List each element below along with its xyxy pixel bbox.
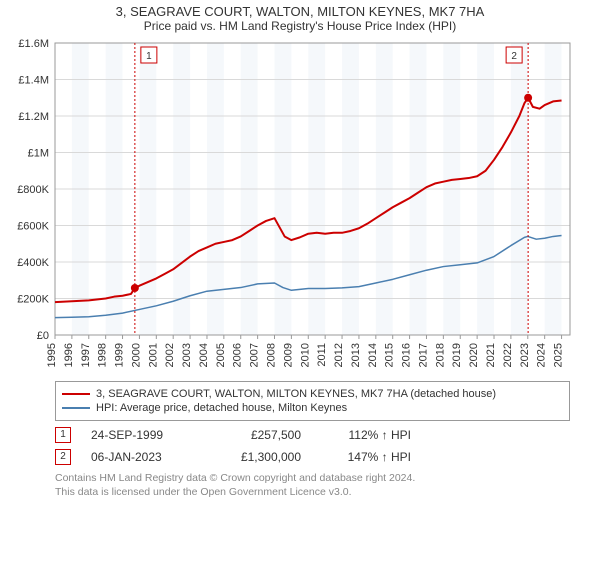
svg-text:2009: 2009	[282, 343, 294, 367]
svg-text:2001: 2001	[147, 343, 159, 367]
svg-text:1: 1	[146, 51, 152, 62]
svg-text:2005: 2005	[215, 343, 227, 367]
svg-text:2010: 2010	[299, 343, 311, 367]
svg-text:£1.2M: £1.2M	[18, 111, 49, 123]
svg-text:2016: 2016	[401, 343, 413, 367]
footer-line-2: This data is licensed under the Open Gov…	[55, 485, 570, 499]
footer-line-1: Contains HM Land Registry data © Crown c…	[55, 471, 570, 485]
data-point-hpi: 112% ↑ HPI	[321, 428, 411, 442]
svg-text:2023: 2023	[519, 343, 531, 367]
svg-text:2006: 2006	[232, 343, 244, 367]
svg-text:2014: 2014	[367, 343, 379, 367]
legend-label: 3, SEAGRAVE COURT, WALTON, MILTON KEYNES…	[96, 388, 496, 400]
svg-text:2013: 2013	[350, 343, 362, 367]
legend-item: 3, SEAGRAVE COURT, WALTON, MILTON KEYNES…	[62, 388, 563, 400]
chart-subtitle: Price paid vs. HM Land Registry's House …	[0, 19, 600, 33]
svg-text:£400K: £400K	[17, 257, 49, 269]
svg-text:1995: 1995	[46, 343, 58, 367]
svg-text:2008: 2008	[266, 343, 278, 367]
data-point-row: 2 06-JAN-2023 £1,300,000 147% ↑ HPI	[55, 449, 570, 465]
svg-text:£1.4M: £1.4M	[18, 75, 49, 87]
data-point-table: 1 24-SEP-1999 £257,500 112% ↑ HPI 2 06-JAN-20…	[55, 427, 570, 465]
svg-text:£1M: £1M	[28, 148, 49, 160]
legend-label: HPI: Average price, detached house, Milt…	[96, 402, 347, 414]
svg-text:£200K: £200K	[17, 294, 49, 306]
chart-area: £0 £200K £400K £600K £800K £1M £1.2M £1.4M £1.6M…	[0, 35, 600, 375]
svg-text:2003: 2003	[181, 343, 193, 367]
svg-text:2025: 2025	[553, 343, 565, 367]
data-point-marker: 2	[55, 449, 71, 465]
svg-text:2017: 2017	[417, 343, 429, 367]
data-point-hpi: 147% ↑ HPI	[321, 450, 411, 464]
svg-text:2015: 2015	[384, 343, 396, 367]
svg-text:2002: 2002	[164, 343, 176, 367]
svg-text:2022: 2022	[502, 343, 514, 367]
data-point-marker: 1	[55, 427, 71, 443]
svg-text:£800K: £800K	[17, 184, 49, 196]
line-chart: £0 £200K £400K £600K £800K £1M £1.2M £1.4M £1.6M…	[0, 35, 600, 375]
svg-text:2007: 2007	[249, 343, 261, 367]
legend-item: HPI: Average price, detached house, Milt…	[62, 402, 563, 414]
svg-text:£600K: £600K	[17, 221, 49, 233]
svg-text:2011: 2011	[316, 343, 328, 367]
svg-text:1997: 1997	[80, 343, 92, 367]
svg-text:2020: 2020	[468, 343, 480, 367]
legend: 3, SEAGRAVE COURT, WALTON, MILTON KEYNES…	[55, 381, 570, 421]
svg-text:1996: 1996	[63, 343, 75, 367]
data-point-date: 06-JAN-2023	[91, 450, 191, 464]
svg-text:2012: 2012	[333, 343, 345, 367]
data-point-date: 24-SEP-1999	[91, 428, 191, 442]
svg-text:£1.6M: £1.6M	[18, 38, 49, 50]
svg-text:1998: 1998	[97, 343, 109, 367]
data-point-price: £1,300,000	[211, 450, 301, 464]
legend-swatch	[62, 407, 90, 409]
svg-text:2004: 2004	[198, 343, 210, 367]
svg-text:2024: 2024	[536, 343, 548, 367]
svg-text:2000: 2000	[130, 343, 142, 367]
svg-text:£0: £0	[37, 330, 49, 342]
data-point-price: £257,500	[211, 428, 301, 442]
data-point-row: 1 24-SEP-1999 £257,500 112% ↑ HPI	[55, 427, 570, 443]
chart-title: 3, SEAGRAVE COURT, WALTON, MILTON KEYNES…	[0, 4, 600, 19]
svg-text:2: 2	[511, 51, 517, 62]
svg-text:1999: 1999	[114, 343, 126, 367]
svg-text:2019: 2019	[451, 343, 463, 367]
footer-attribution: Contains HM Land Registry data © Crown c…	[55, 471, 570, 499]
svg-text:2018: 2018	[434, 343, 446, 367]
svg-text:2021: 2021	[485, 343, 497, 367]
legend-swatch	[62, 393, 90, 395]
